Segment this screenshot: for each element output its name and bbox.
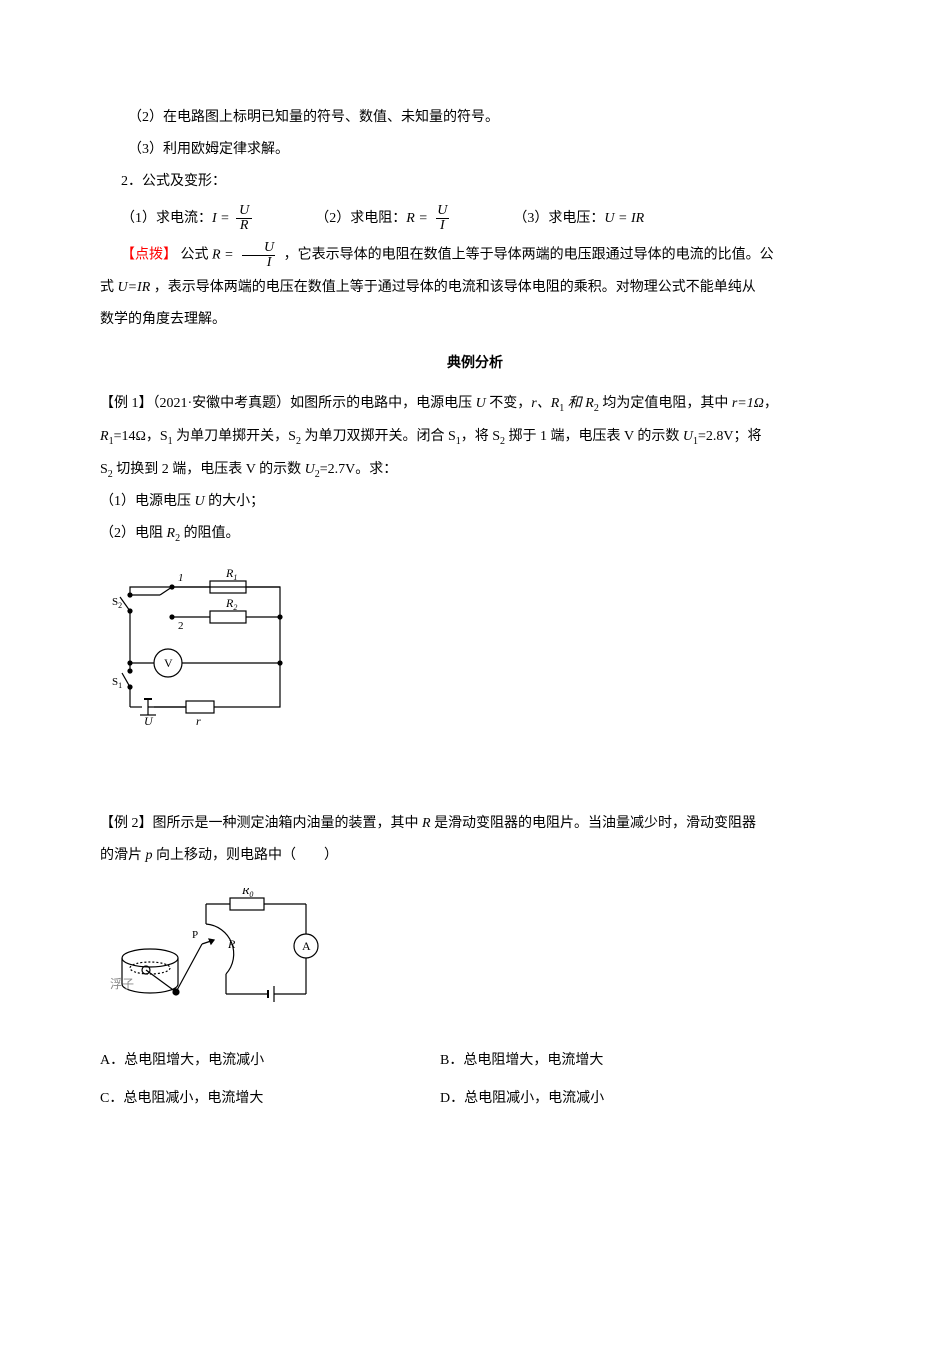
l2b: ，将 S xyxy=(461,429,500,444)
svg-text:V: V xyxy=(164,656,173,670)
ex2-l2a: 的滑片 xyxy=(100,848,146,863)
l2c: 掷于 1 端，电压表 V 的示数 xyxy=(505,429,683,444)
l3b: 切换到 2 端，电压表 V 的示数 xyxy=(113,462,305,477)
numerator: U xyxy=(433,204,451,218)
example-2: 【例 2】图所示是一种测定油箱内油量的装置，其中 R 是滑动变阻器的电阻片。当油… xyxy=(100,810,850,838)
ex1-t1: 如图所示的电路中，电源电压 xyxy=(290,396,476,411)
hint-line-3: 数学的角度去理解。 xyxy=(100,306,850,334)
svg-text:1: 1 xyxy=(178,572,184,584)
numerator: U xyxy=(235,204,253,218)
var-U1: U xyxy=(683,429,693,444)
circuit-diagram-1: 1 R1 R2 2 S2 S1 V U r xyxy=(110,567,850,738)
denominator: R xyxy=(236,218,253,233)
ex2-tag: 【例 2】 xyxy=(100,816,153,831)
fraction: U R xyxy=(235,204,253,233)
svg-text:2: 2 xyxy=(178,620,184,632)
section-title: 典例分析 xyxy=(100,348,850,376)
svg-text:R1: R1 xyxy=(225,567,237,582)
page: （2）在电路图上标明已知量的符号、数值、未知量的符号。 （3）利用欧姆定律求解。… xyxy=(0,0,950,1173)
example-1-q1: （1）电源电压 U 的大小； xyxy=(100,488,850,516)
var-U: U xyxy=(195,494,205,509)
svg-text:r: r xyxy=(196,714,201,727)
ex1-tag: 【例 1】 xyxy=(100,396,153,411)
hint-text-1: ，它表示导体的电阻在数值上等于导体两端的电压跟通过导体的电流的比值。公 xyxy=(284,248,774,263)
hint-label: 【点拨】 xyxy=(121,248,177,263)
u2-val: =2.7V。求： xyxy=(320,462,398,477)
svg-text:P: P xyxy=(192,929,198,941)
svg-text:A: A xyxy=(302,939,311,953)
formula-3-label: （3）求电压： xyxy=(513,205,604,233)
s2-txt: 为单刀双掷开关。闭合 S xyxy=(301,429,456,444)
var-p: p xyxy=(146,848,153,863)
fraction: U I xyxy=(239,241,278,270)
svg-text:浮子: 浮子 xyxy=(110,977,134,991)
svg-text:R0: R0 xyxy=(241,888,253,899)
example-1: 【例 1】（2021·安徽中考真题）如图所示的电路中，电源电压 U 不变，r、R… xyxy=(100,390,850,419)
svg-text:R: R xyxy=(227,937,236,951)
hint-uir: U=IR xyxy=(118,280,151,295)
formula-current: （1）求电流： I = U R xyxy=(121,204,255,233)
r1-val: =14Ω，S xyxy=(114,429,168,444)
ex1-t2: 不变， xyxy=(486,396,532,411)
option-b: B．总电阻增大，电流增大 xyxy=(440,1047,760,1075)
svg-text:R2: R2 xyxy=(225,596,237,612)
s1-txt: 为单刀单掷开关，S xyxy=(173,429,296,444)
ex2-l2b: 向上移动，则电路中（ ） xyxy=(153,848,339,863)
example-2-line2: 的滑片 p 向上移动，则电路中（ ） xyxy=(100,842,850,870)
example-1-line2: R1=14Ω，S1 为单刀单掷开关，S2 为单刀双掷开关。闭合 S1，将 S2 … xyxy=(100,423,850,452)
formula-3-eq: U = IR xyxy=(604,205,644,233)
numerator: U xyxy=(239,241,278,255)
q1a: （1）电源电压 xyxy=(100,494,195,509)
example-1-line3: S2 切换到 2 端，电压表 V 的示数 U2=2.7V。求： xyxy=(100,456,850,485)
heading-formulas: 2．公式及变形： xyxy=(100,168,850,196)
formula-2-lhs: R xyxy=(406,205,415,233)
circuit-diagram-2: R0 P R A 浮子 xyxy=(110,888,850,1029)
var-req: r=1Ω xyxy=(732,396,764,411)
ex1-t3: 均为定值电阻，其中 xyxy=(599,396,732,411)
spacer xyxy=(100,756,850,806)
comma: ， xyxy=(764,396,778,411)
formula-voltage: （3）求电压： U = IR xyxy=(513,205,644,233)
fraction: U I xyxy=(433,204,451,233)
formula-1-label: （1）求电流： xyxy=(121,205,212,233)
step-2: （2）在电路图上标明已知量的符号、数值、未知量的符号。 xyxy=(100,104,850,132)
formula-resistance: （2）求电阻： R = U I xyxy=(315,204,453,233)
options-grid: A．总电阻增大，电流减小 B．总电阻增大，电流增大 C．总电阻减小，电流增大 D… xyxy=(100,1047,850,1113)
q2a: （2）电阻 xyxy=(100,526,167,541)
ex2-t1: 图所示是一种测定油箱内油量的装置，其中 xyxy=(153,816,423,831)
hint-block: 【点拨】 公式 R = U I ，它表示导体的电阻在数值上等于导体两端的电压跟通… xyxy=(100,241,850,270)
denominator: I xyxy=(436,218,449,233)
q2b: 的阻值。 xyxy=(180,526,240,541)
l3a: S xyxy=(100,462,108,477)
example-1-q2: （2）电阻 R2 的阻值。 xyxy=(100,520,850,549)
ex1-source: （2021·安徽中考真题） xyxy=(153,396,291,411)
svg-text:S1: S1 xyxy=(112,676,122,690)
step-3: （3）利用欧姆定律求解。 xyxy=(100,136,850,164)
formula-row: （1）求电流： I = U R （2）求电阻： R = U I （3）求电压： … xyxy=(100,204,850,233)
denominator: I xyxy=(242,255,276,270)
hint-l2b: ，表示导体两端的电压在数值上等于通过导体的电流和该导体电阻的乘积。对物理公式不能… xyxy=(154,280,756,295)
formula-2-label: （2）求电阻： xyxy=(315,205,406,233)
hint-l2a: 式 xyxy=(100,280,118,295)
svg-text:U: U xyxy=(144,714,154,727)
var-r-list: r、R xyxy=(531,396,559,411)
var-U: U xyxy=(476,396,486,411)
option-c: C．总电阻减小，电流增大 xyxy=(100,1085,420,1113)
ex1-and: 和 R xyxy=(564,396,594,411)
hint-lhs: R xyxy=(212,248,221,263)
option-a: A．总电阻增大，电流减小 xyxy=(100,1047,420,1075)
var-U2: U xyxy=(305,462,315,477)
hint-pre: 公式 xyxy=(181,248,213,263)
q1b: 的大小； xyxy=(205,494,265,509)
var-R1: R xyxy=(100,429,109,444)
u1-val: =2.8V；将 xyxy=(698,429,762,444)
hint-line-2: 式 U=IR ，表示导体两端的电压在数值上等于通过导体的电流和该导体电阻的乘积。… xyxy=(100,274,850,302)
var-R: R xyxy=(422,816,431,831)
ex2-t2: 是滑动变阻器的电阻片。当油量减少时，滑动变阻器 xyxy=(431,816,757,831)
option-d: D．总电阻减小，电流减小 xyxy=(440,1085,760,1113)
var-R2: R xyxy=(167,526,176,541)
